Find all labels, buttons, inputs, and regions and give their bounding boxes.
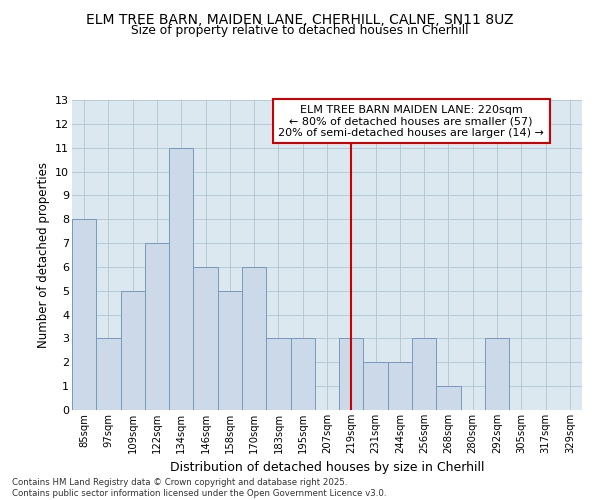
Bar xyxy=(145,243,169,410)
Bar xyxy=(388,362,412,410)
Bar xyxy=(266,338,290,410)
Bar xyxy=(121,291,145,410)
Text: Size of property relative to detached houses in Cherhill: Size of property relative to detached ho… xyxy=(131,24,469,37)
Bar xyxy=(193,267,218,410)
X-axis label: Distribution of detached houses by size in Cherhill: Distribution of detached houses by size … xyxy=(170,462,484,474)
Text: ELM TREE BARN, MAIDEN LANE, CHERHILL, CALNE, SN11 8UZ: ELM TREE BARN, MAIDEN LANE, CHERHILL, CA… xyxy=(86,12,514,26)
Bar xyxy=(436,386,461,410)
Text: ELM TREE BARN MAIDEN LANE: 220sqm
← 80% of detached houses are smaller (57)
20% : ELM TREE BARN MAIDEN LANE: 220sqm ← 80% … xyxy=(278,104,544,138)
Bar xyxy=(485,338,509,410)
Bar xyxy=(169,148,193,410)
Bar xyxy=(339,338,364,410)
Bar xyxy=(412,338,436,410)
Text: Contains HM Land Registry data © Crown copyright and database right 2025.
Contai: Contains HM Land Registry data © Crown c… xyxy=(12,478,386,498)
Bar xyxy=(242,267,266,410)
Bar xyxy=(290,338,315,410)
Bar xyxy=(72,219,96,410)
Bar xyxy=(96,338,121,410)
Bar xyxy=(364,362,388,410)
Bar xyxy=(218,291,242,410)
Y-axis label: Number of detached properties: Number of detached properties xyxy=(37,162,50,348)
